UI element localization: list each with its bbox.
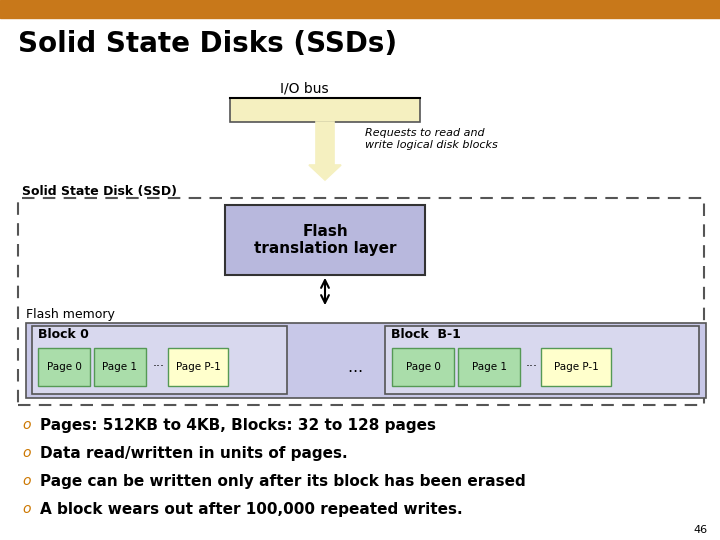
Text: Page 1: Page 1 [102, 362, 138, 372]
Bar [18, 198, 704, 405]
Bar [168, 348, 228, 386]
Bar [392, 348, 454, 386]
Bar [225, 205, 425, 275]
Text: Pages: 512KB to 4KB, Blocks: 32 to 128 pages: Pages: 512KB to 4KB, Blocks: 32 to 128 p… [40, 418, 436, 433]
Text: Page 0: Page 0 [47, 362, 81, 372]
Bar [38, 348, 90, 386]
Bar [230, 98, 420, 122]
Text: Page can be written only after its block has been erased: Page can be written only after its block… [40, 474, 526, 489]
Text: 46: 46 [694, 525, 708, 535]
Bar [458, 348, 520, 386]
Text: o: o [22, 446, 30, 460]
Text: Solid State Disk (SSD): Solid State Disk (SSD) [22, 185, 177, 198]
Bar [0, 0, 720, 18]
Text: Requests to read and
write logical disk blocks: Requests to read and write logical disk … [365, 128, 498, 150]
Text: Data read/written in units of pages.: Data read/written in units of pages. [40, 446, 348, 461]
Text: o: o [22, 418, 30, 432]
Text: Page P-1: Page P-1 [176, 362, 220, 372]
Bar [94, 348, 146, 386]
Text: Block  B-1: Block B-1 [391, 328, 461, 341]
Text: Flash
translation layer: Flash translation layer [253, 224, 396, 256]
Text: Page 1: Page 1 [472, 362, 506, 372]
Text: Solid State Disks (SSDs): Solid State Disks (SSDs) [18, 30, 397, 58]
Text: o: o [22, 474, 30, 488]
Bar [385, 326, 699, 394]
Bar [541, 348, 611, 386]
Text: …: … [348, 360, 363, 375]
FancyArrow shape [309, 122, 341, 180]
Text: Block 0: Block 0 [38, 328, 89, 341]
Bar [26, 323, 706, 398]
Text: A block wears out after 100,000 repeated writes.: A block wears out after 100,000 repeated… [40, 502, 463, 517]
Text: Page P-1: Page P-1 [554, 362, 598, 372]
Text: Page 0: Page 0 [405, 362, 441, 372]
Text: ···: ··· [153, 361, 165, 374]
Text: o: o [22, 502, 30, 516]
Text: I/O bus: I/O bus [280, 82, 328, 96]
Text: Flash memory: Flash memory [26, 308, 115, 321]
Text: ···: ··· [526, 361, 538, 374]
Bar [32, 326, 287, 394]
